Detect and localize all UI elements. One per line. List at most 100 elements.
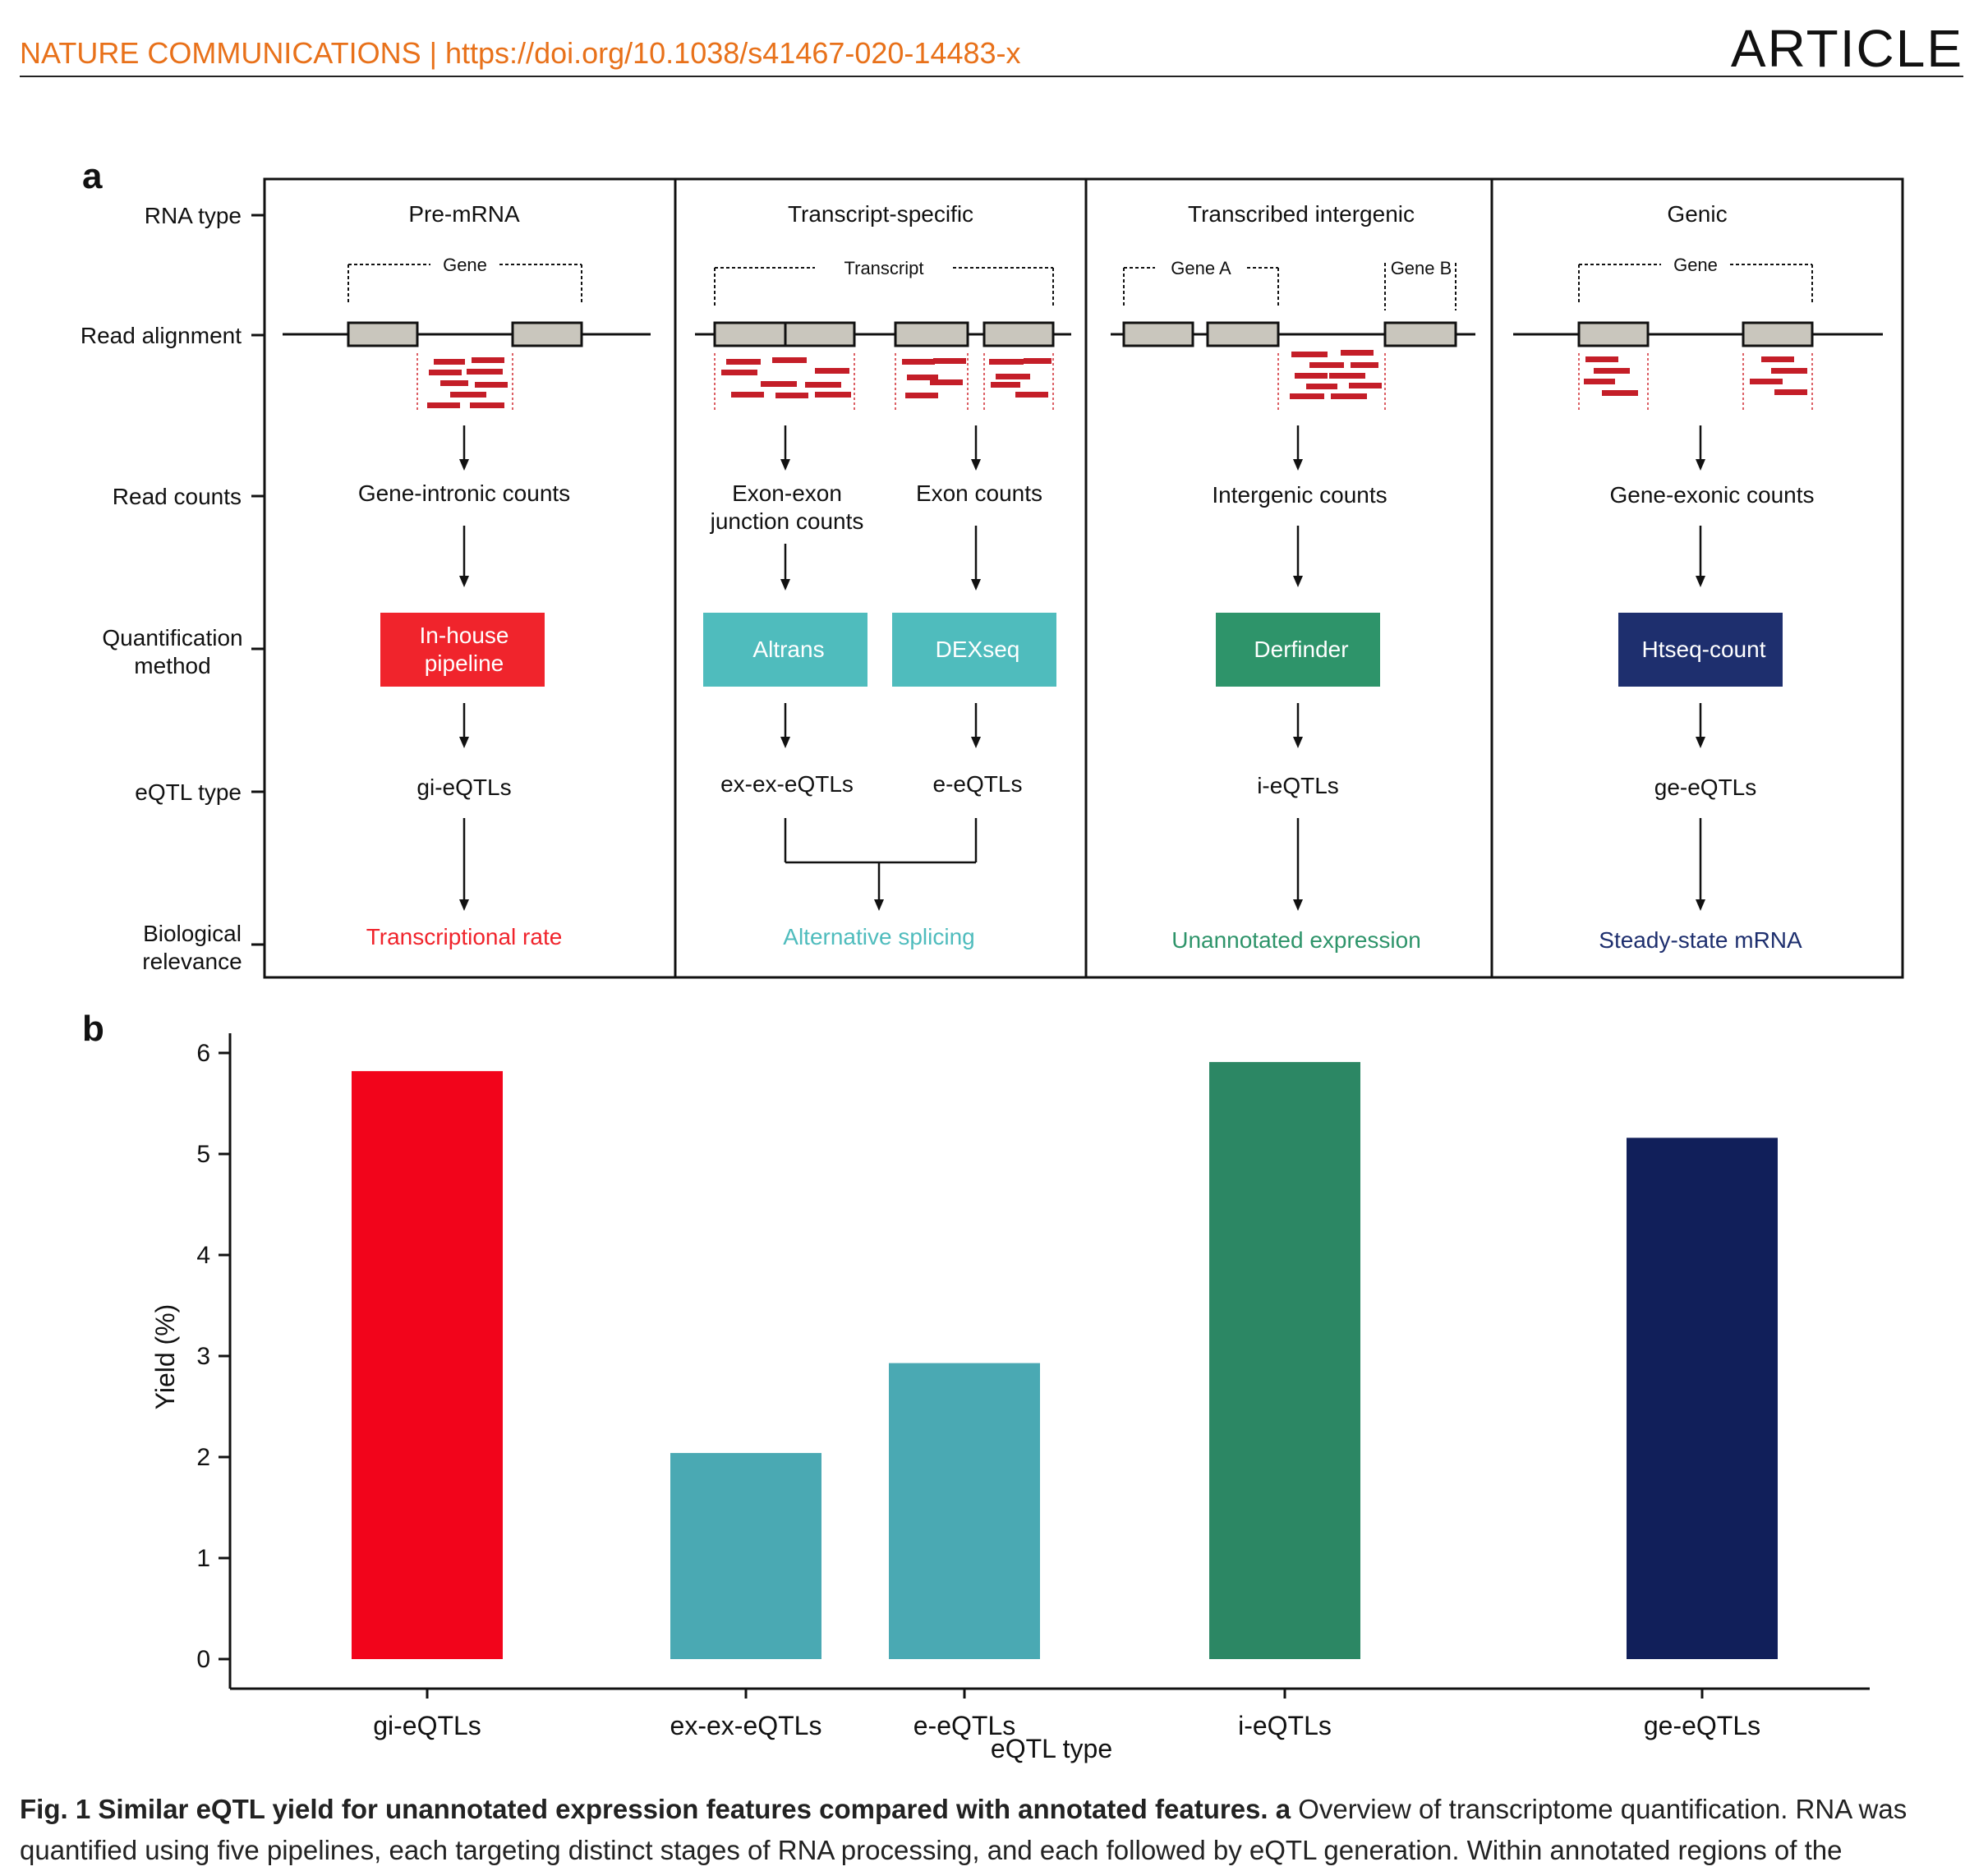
figure-canvas: RNA type Read alignment Read counts Quantif… <box>81 177 1904 1763</box>
read-segment <box>429 370 462 375</box>
read-segment <box>450 392 486 398</box>
read-segment <box>907 375 938 380</box>
read-segment <box>772 357 807 363</box>
y-tick-label: 3 <box>196 1343 210 1370</box>
y-axis-label: Yield (%) <box>150 1304 180 1410</box>
header-rule <box>20 76 1963 77</box>
y-tick-label: 0 <box>196 1646 210 1673</box>
read-segment <box>427 402 460 408</box>
method-box-dexseq <box>892 613 1056 687</box>
method-label-dexseq: DEXseq <box>936 637 1020 662</box>
panel-a-letter: a <box>82 156 103 196</box>
yield-bar-chart: 0 1 2 3 4 5 6 gi-eQTLs ex-ex-eQTLs e-eQTLs i-eQTLs… <box>150 1033 1870 1763</box>
read-segment <box>472 357 504 363</box>
exon-box <box>1383 321 1457 347</box>
exon-box <box>894 321 969 347</box>
read-segment <box>902 359 935 365</box>
y-tick-label: 2 <box>196 1444 210 1471</box>
bracket-label-transcript: Transcript <box>844 258 924 278</box>
read-cluster-exon <box>895 353 969 411</box>
row-label-relevance: Biological <box>143 921 242 946</box>
read-segment <box>1291 352 1328 357</box>
exon-box <box>1122 321 1194 347</box>
relevance-unannotated-expression: Unannotated expression <box>1171 927 1421 953</box>
read-segment <box>1584 379 1615 384</box>
read-segment <box>1761 356 1794 362</box>
x-tick-label: e-eQTLs <box>913 1711 1015 1740</box>
read-segment <box>731 392 764 398</box>
bracket-label-gene-a: Gene A <box>1171 258 1231 278</box>
x-axis-label: eQTL type <box>991 1734 1112 1763</box>
read-segment <box>1585 356 1618 362</box>
read-cluster-genic <box>1578 353 1649 411</box>
read-segment <box>1015 392 1048 398</box>
method-box-derfinder <box>1216 613 1380 687</box>
read-segment <box>475 382 508 388</box>
read-cluster-intronic <box>416 353 513 411</box>
read-segment <box>1331 393 1367 399</box>
row-label: Read counts <box>113 484 242 509</box>
x-tick-label: gi-eQTLs <box>373 1711 481 1740</box>
relevance-steady-state-mrna: Steady-state mRNA <box>1599 927 1802 953</box>
row-label: Read alignment <box>81 323 242 348</box>
read-segment <box>815 368 849 374</box>
row-label-quantification-2: method <box>134 653 210 678</box>
read-segment <box>815 392 851 398</box>
relevance-transcriptional-rate: Transcriptional rate <box>366 924 563 949</box>
read-segment <box>775 393 808 398</box>
read-segment <box>991 382 1020 388</box>
exon-box <box>982 321 1055 347</box>
read-segment <box>805 382 841 388</box>
method-label-htseq: Htseq-count <box>1642 637 1766 662</box>
read-segment <box>933 358 966 364</box>
row-label-relevance-2: relevance <box>142 949 242 974</box>
method-label-altrans: Altrans <box>752 637 824 662</box>
journal-header: NATURE COMMUNICATIONS | https://doi.org/… <box>20 36 1021 70</box>
read-segment <box>905 393 938 398</box>
read-segment <box>1290 393 1324 399</box>
counts-gene-intronic: Gene-intronic counts <box>358 480 570 506</box>
eqtl-i: i-eQTLs <box>1257 773 1339 798</box>
overview-diagram: RNA type Read alignment Read counts Quantif… <box>81 177 1904 979</box>
read-segment <box>989 359 1024 365</box>
y-tick-label: 1 <box>196 1545 210 1572</box>
counts-exon: Exon counts <box>916 480 1042 506</box>
y-tick-label: 6 <box>196 1040 210 1067</box>
counts-intergenic: Intergenic counts <box>1212 482 1387 508</box>
read-cluster-exon <box>983 353 1054 411</box>
bracket-label-gene-b: Gene B <box>1391 258 1452 278</box>
figure-caption: Fig. 1 Similar eQTL yield for unannotate… <box>20 1789 1963 1871</box>
eqtl-ge: ge-eQTLs <box>1654 775 1757 800</box>
read-segment <box>1349 383 1382 388</box>
read-segment <box>996 374 1030 379</box>
read-segment <box>1750 379 1783 384</box>
eqtl-e: e-eQTLs <box>933 771 1023 797</box>
row-label-quantification: Quantification <box>102 625 242 650</box>
panel-b-letter: b <box>82 1009 104 1049</box>
read-segment <box>1295 373 1328 379</box>
relevance-alternative-splicing: Alternative splicing <box>783 924 974 949</box>
counts-junction: junction counts <box>710 508 864 534</box>
read-segment <box>470 402 504 408</box>
read-cluster-intergenic <box>1277 350 1386 411</box>
exon-box <box>1577 321 1650 347</box>
read-segment <box>1024 358 1052 364</box>
read-segment <box>1351 362 1378 368</box>
bracket-label-gene: Gene <box>443 255 487 275</box>
read-segment <box>1594 368 1630 374</box>
read-segment <box>1771 368 1807 374</box>
rna-type-transcribed-intergenic: Transcribed intergenic <box>1188 201 1415 227</box>
x-tick-label: ge-eQTLs <box>1644 1711 1760 1740</box>
read-segment <box>1309 362 1344 368</box>
method-label-pipeline: pipeline <box>425 650 504 676</box>
rna-type-transcript-specific: Transcript-specific <box>788 201 973 227</box>
article-label: ARTICLE <box>1730 19 1963 78</box>
exon-box <box>1206 321 1280 347</box>
exon-box <box>713 321 787 347</box>
bar-gi-eQTLs <box>352 1071 503 1659</box>
read-segment <box>1329 373 1365 379</box>
read-segment <box>1341 350 1374 356</box>
diagram-frame <box>263 177 1904 979</box>
read-segment <box>721 370 757 375</box>
read-segment <box>761 381 797 387</box>
